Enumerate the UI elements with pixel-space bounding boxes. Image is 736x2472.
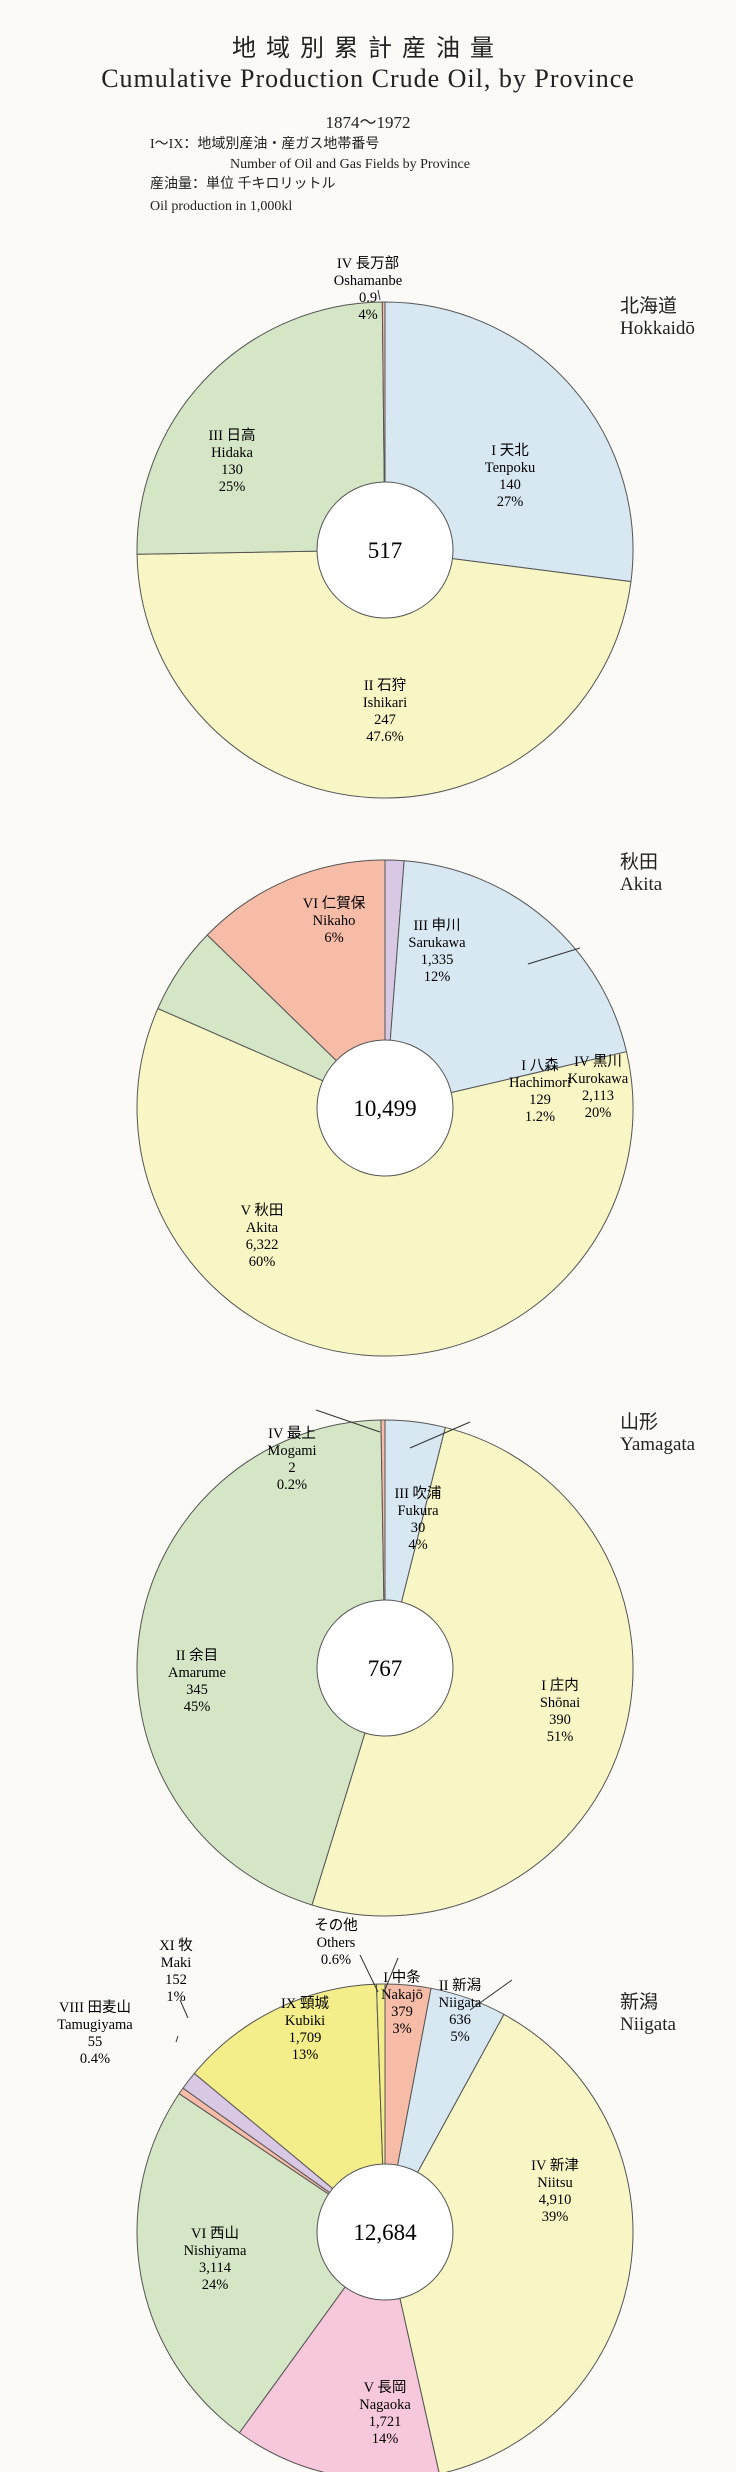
slice-label: IV 新津 Niitsu 4,910 39% bbox=[531, 2157, 579, 2225]
pie-chart-0: 517 I 天北 Tenpoku 140 27% II 石狩 Ishikari 247 47.6… bbox=[136, 255, 634, 799]
region-label-akita: 秋田 Akita bbox=[620, 852, 662, 896]
pie-slice-akita bbox=[136, 1007, 634, 1357]
region-name-en: Niigata bbox=[620, 2014, 676, 2035]
total-value: 12,684 bbox=[353, 2220, 417, 2245]
donut-hole bbox=[316, 2163, 454, 2301]
pie-chart-2: 767 III 吹浦 Fukura 30 4% I 庄内 Shōnai 390 51% II 余目… bbox=[136, 1409, 634, 1917]
year-range: 1874～1972 bbox=[325, 113, 411, 132]
slice-label: VI 仁賀保 Nikaho 6% bbox=[303, 895, 366, 946]
region-name-jp: 新潟 bbox=[620, 1992, 659, 2013]
note-field-numbers-en: Number of Oil and Gas Fields by Province bbox=[230, 157, 470, 172]
region-label-hokkaido: 北海道 Hokkaidō bbox=[620, 296, 695, 340]
donut-hole bbox=[316, 1039, 454, 1177]
pie-slice-tenpoku bbox=[384, 301, 634, 583]
pie-chart-3: 12,684 I 中条 Nakajō 379 3% II 新潟 Niigata 636 5% IV… bbox=[57, 1917, 634, 2472]
note-field-numbers: I～IX：地域別産油・産ガス地帯番号 bbox=[150, 137, 380, 152]
slice-label: V 長岡 Nagaoka 1,721 14% bbox=[359, 2380, 411, 2447]
leader-line bbox=[315, 1409, 381, 1433]
note-unit: 産油量：単位 千キロリットル bbox=[150, 177, 336, 192]
page-title-en: Cumulative Production Crude Oil, by Prov… bbox=[101, 64, 635, 93]
region-name-jp: 秋田 bbox=[620, 852, 659, 873]
leader-line bbox=[377, 289, 381, 301]
slice-label: I 庄内 Shōnai 390 51% bbox=[540, 1676, 580, 1745]
pie-slice-kubiki bbox=[193, 1983, 386, 2234]
slice-label: II 余目 Amarume 345 45% bbox=[168, 1646, 226, 1715]
pie-slice-sarukawa bbox=[206, 859, 386, 1110]
donut-hole bbox=[316, 481, 454, 619]
pie-slice-hidaka bbox=[136, 301, 386, 555]
slice-label: IX 頸城 Kubiki 1,709 13% bbox=[281, 1995, 329, 2063]
total-value: 517 bbox=[368, 538, 403, 563]
slice-label: VIII 田麦山 Tamugiyama 55 0.4% bbox=[57, 1999, 133, 2067]
slice-label: XI 牧 Maki 152 1% bbox=[159, 1937, 193, 2005]
slice-label: III 申川 Sarukawa 1,335 12% bbox=[408, 917, 466, 985]
leader-line bbox=[359, 1954, 379, 1993]
note-unit-en: Oil production in 1,000kl bbox=[150, 199, 293, 214]
slice-label: IV 長万部 Oshamanbe 0.9 4% bbox=[334, 255, 402, 323]
pie-slice-shōnai bbox=[311, 1426, 634, 1917]
leader-line bbox=[409, 1421, 471, 1449]
pie-slice-kurokawa bbox=[384, 860, 628, 1109]
pie-slice-oshamanbe bbox=[381, 301, 386, 551]
region-name-en: Hokkaidō bbox=[620, 318, 695, 339]
region-name-jp: 山形 bbox=[620, 1412, 659, 1433]
slice-label: II 新潟 Niigata 636 5% bbox=[439, 1977, 482, 2045]
slice-label: III 吹浦 Fukura 30 4% bbox=[394, 1485, 441, 1553]
leader-line bbox=[527, 947, 581, 965]
leader-line bbox=[383, 1957, 399, 1993]
slice-label: IV 黒川 Kurokawa 2,113 20% bbox=[568, 1054, 629, 1121]
region-name-jp: 北海道 bbox=[620, 296, 678, 317]
slice-label: VI 西山 Nishiyama 3,114 24% bbox=[184, 2225, 247, 2293]
region-label-yamagata: 山形 Yamagata bbox=[620, 1412, 695, 1456]
slice-label: III 日高 Hidaka 130 25% bbox=[208, 427, 255, 495]
pie-slice-niitsu bbox=[384, 2013, 634, 2472]
region-name-en: Yamagata bbox=[620, 1434, 696, 1455]
slice-label: I 天北 Tenpoku 140 27% bbox=[485, 442, 536, 510]
region-label-niigata: 新潟 Niigata bbox=[620, 1992, 676, 2036]
slice-label: I 中条 Nakajō 379 3% bbox=[381, 1969, 423, 2037]
total-value: 10,499 bbox=[353, 1096, 416, 1121]
slice-label: その他 Others 0.6% bbox=[314, 1917, 358, 1968]
donut-hole bbox=[316, 1599, 454, 1737]
leader-line bbox=[179, 1999, 189, 2019]
page-title-jp: 地域別累計産油量 bbox=[232, 36, 504, 62]
slice-label: V 秋田 Akita 6,322 60% bbox=[241, 1202, 284, 1270]
leader-line bbox=[175, 2035, 179, 2043]
slice-label: II 石狩 Ishikari 247 47.6% bbox=[363, 677, 407, 745]
leader-line bbox=[469, 1979, 513, 2011]
slice-label: I 八森 Hachimori 129 1.2% bbox=[509, 1057, 571, 1125]
pie-slice-ishikari bbox=[136, 549, 632, 799]
pie-slice-amarume bbox=[136, 1419, 386, 1906]
pie-slice-nishiyama bbox=[136, 2092, 386, 2434]
region-name-en: Akita bbox=[620, 874, 663, 895]
total-value: 767 bbox=[368, 1656, 403, 1681]
slice-label: IV 最上 Mogami 2 0.2% bbox=[267, 1425, 316, 1493]
pie-chart-1: 10,499 I 八森 Hachimori 129 1.2%IV 黒川 Kurokawa 2… bbox=[136, 859, 634, 1357]
